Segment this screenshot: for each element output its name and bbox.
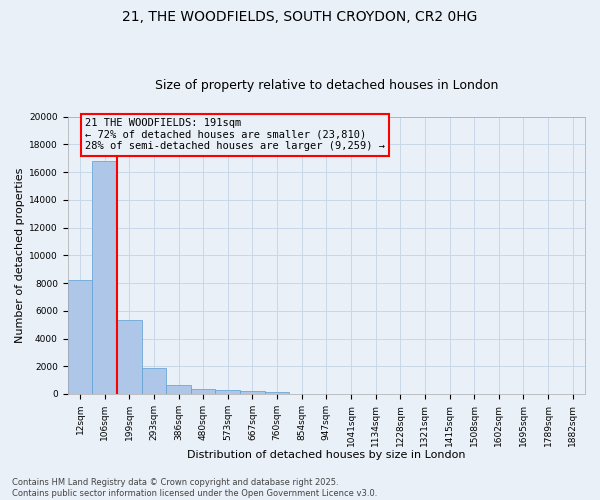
Bar	[117, 320, 142, 394]
Y-axis label: Number of detached properties: Number of detached properties	[15, 168, 25, 343]
Bar	[166, 384, 191, 394]
Bar	[68, 280, 92, 394]
Bar	[215, 390, 240, 394]
X-axis label: Distribution of detached houses by size in London: Distribution of detached houses by size …	[187, 450, 466, 460]
Bar	[240, 392, 265, 394]
Text: 21 THE WOODFIELDS: 191sqm
← 72% of detached houses are smaller (23,810)
28% of s: 21 THE WOODFIELDS: 191sqm ← 72% of detac…	[85, 118, 385, 152]
Text: 21, THE WOODFIELDS, SOUTH CROYDON, CR2 0HG: 21, THE WOODFIELDS, SOUTH CROYDON, CR2 0…	[122, 10, 478, 24]
Text: Contains HM Land Registry data © Crown copyright and database right 2025.
Contai: Contains HM Land Registry data © Crown c…	[12, 478, 377, 498]
Bar	[191, 389, 215, 394]
Bar	[92, 161, 117, 394]
Bar	[142, 368, 166, 394]
Title: Size of property relative to detached houses in London: Size of property relative to detached ho…	[155, 79, 498, 92]
Bar	[265, 392, 289, 394]
